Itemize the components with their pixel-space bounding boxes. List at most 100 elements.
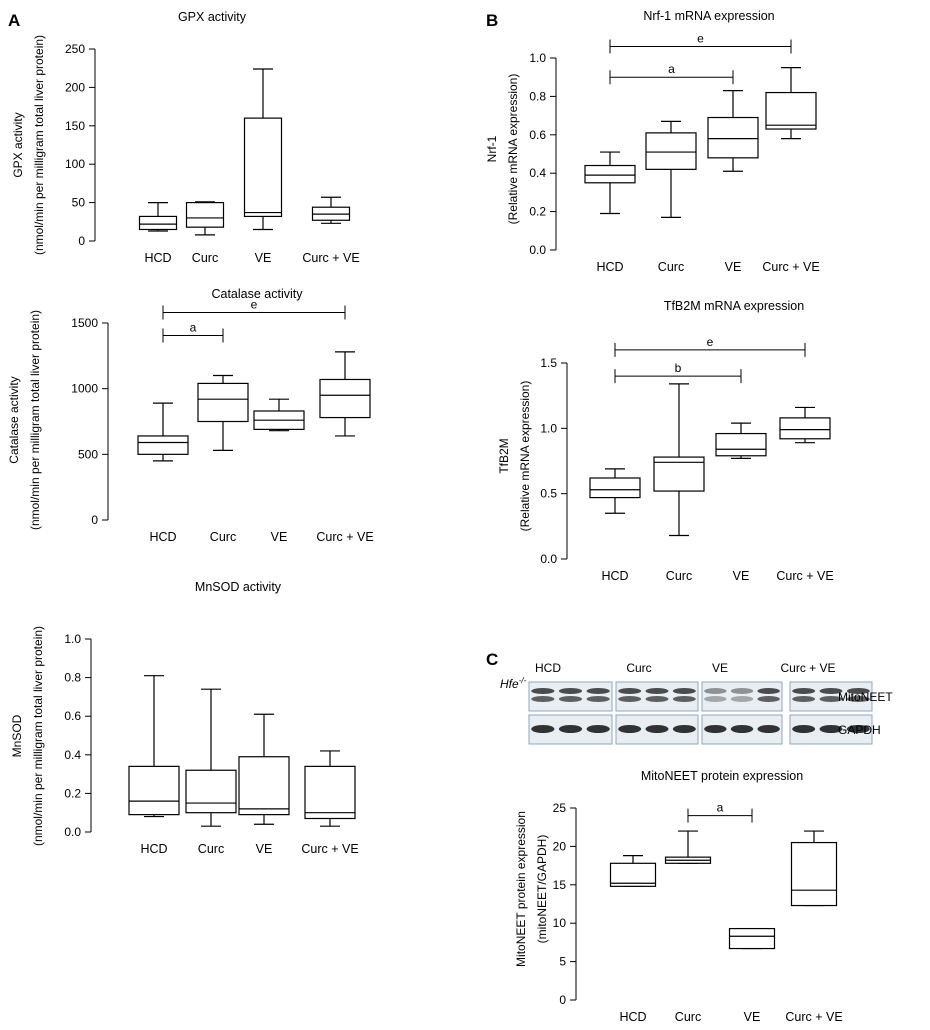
nrf1-y-axis-label: Nrf-1: [485, 135, 499, 162]
box-iqr: [137, 435, 189, 455]
nrf1-chart-title: Nrf-1 mRNA expression: [643, 9, 774, 23]
blot-lanes-0: [528, 681, 613, 745]
blot-group-3: Curc + VE: [780, 661, 835, 675]
gapdh-band-label: GAPDH: [838, 723, 881, 737]
tfb2m-box-3: [779, 406, 831, 444]
blot-group-label: Curc: [626, 661, 651, 675]
gapdh-band: [586, 725, 610, 733]
mitoneet-band-lower: [846, 696, 870, 702]
box-iqr: [304, 765, 356, 820]
gapdh-band: [645, 725, 669, 733]
mitoneet-band-upper: [704, 688, 727, 694]
mnsod-y-axis-label: MnSOD: [10, 714, 24, 757]
tfb2m-y-tick-label: 0.5: [540, 487, 557, 501]
mnsod-x-category-label: VE: [256, 842, 273, 856]
nrf1-y-tick-label: 0.6: [529, 128, 546, 142]
gapdh-band: [730, 725, 754, 733]
catalase-activity-chart: Catalase activity Catalase activity (nmol/…: [7, 287, 374, 544]
mitoneet-y-tick-label: 0: [559, 993, 566, 1007]
mitoneet-significance-bracket: a: [687, 801, 753, 823]
mitoneet-y-tick-label: 10: [553, 916, 567, 930]
mitoneet-y-tick-label: 15: [553, 878, 567, 892]
tfb2m-x-category-label: Curc + VE: [776, 569, 833, 583]
mitoneet-band-lower: [704, 696, 727, 702]
catalase-box-2: [253, 398, 305, 432]
catalase-box-0: [137, 402, 189, 462]
gapdh-band: [846, 725, 870, 733]
catalase-x-category-label: Curc: [210, 530, 236, 544]
nrf1-x-category-label: VE: [725, 260, 742, 274]
nrf1-box-0: [584, 151, 636, 215]
panel-label-b: B: [486, 11, 498, 30]
blot-group-2: VE: [712, 661, 728, 675]
box-iqr: [185, 769, 237, 814]
nrf1-box-3: [765, 66, 817, 140]
gpx-x-category-label: Curc + VE: [302, 251, 359, 265]
mitoneet-y-tick-label: 20: [553, 839, 567, 853]
box-iqr: [584, 164, 636, 184]
mnsod-y-tick-label: 0.2: [64, 786, 81, 800]
box-iqr: [197, 382, 249, 423]
tfb2m-mrna-chart: TfB2M mRNA expression TfB2M (Relative mRNA…: [497, 299, 834, 583]
tfb2m-chart-title: TfB2M mRNA expression: [664, 299, 804, 313]
significance-letter: b: [675, 361, 682, 375]
gpx-y-tick-label: 100: [65, 157, 85, 171]
catalase-box-1: [197, 374, 249, 451]
mnsod-y-axis-label: (nmol/min per milligram total liver prot…: [31, 626, 45, 846]
mitoneet-band-lower: [531, 696, 555, 702]
mnsod-y-tick-label: 1.0: [64, 632, 81, 646]
mitoneet-band-lower: [730, 696, 754, 702]
gpx-x-category-label: VE: [255, 251, 272, 265]
nrf1-box-2: [707, 90, 759, 172]
mnsod-box-1: [185, 688, 237, 827]
tfb2m-x-category-label: Curc: [666, 569, 692, 583]
box-iqr: [238, 756, 290, 816]
gapdh-band: [819, 725, 843, 733]
mnsod-x-category-label: Curc + VE: [301, 842, 358, 856]
catalase-significance-bracket: e: [162, 297, 346, 320]
nrf1-y-tick-label: 0.8: [529, 89, 546, 103]
nrf1-box-1: [645, 120, 697, 218]
box-iqr: [138, 215, 178, 231]
gapdh-band: [531, 725, 555, 733]
mitoneet-y-tick-label: 5: [559, 955, 566, 969]
gpx-box-2: [243, 68, 283, 231]
nrf1-significance-bracket: a: [609, 62, 734, 85]
box-iqr: [185, 202, 225, 228]
catalase-y-tick-label: 1000: [71, 382, 98, 396]
box-iqr: [728, 927, 776, 950]
mitoneet-x-category-label: Curc + VE: [785, 1010, 842, 1024]
gpx-x-category-label: Curc: [192, 251, 218, 265]
box-iqr: [609, 862, 657, 887]
nrf1-x-category-label: Curc: [658, 260, 684, 274]
mitoneet-y-axis-label: (mitoNEET/GAPDH): [535, 835, 549, 944]
blot-lanes-1: [615, 681, 699, 745]
mnsod-y-tick-label: 0.6: [64, 709, 81, 723]
significance-letter: a: [190, 320, 197, 334]
gapdh-band: [618, 725, 642, 733]
significance-letter: a: [717, 801, 724, 815]
mnsod-box-3: [304, 750, 356, 827]
gpx-y-axis-label: GPX activity: [11, 112, 25, 177]
blot-lanes-3: [789, 681, 873, 745]
mitoneet-x-category-label: Curc: [675, 1010, 701, 1024]
mitoneet-band-lower: [618, 696, 642, 702]
mitoneet-x-category-label: VE: [744, 1010, 761, 1024]
gpx-box-1: [185, 201, 225, 236]
significance-letter: e: [707, 335, 714, 349]
mitoneet-box-3: [790, 830, 838, 907]
tfb2m-significance-bracket: e: [614, 335, 806, 357]
gpx-y-tick-label: 50: [72, 196, 86, 210]
tfb2m-box-1: [653, 383, 705, 537]
tfb2m-y-tick-label: 1.0: [540, 421, 557, 435]
mitoneet-band-upper: [586, 688, 610, 694]
significance-letter: e: [697, 31, 704, 45]
catalase-y-axis-label: Catalase activity: [7, 376, 21, 463]
catalase-x-category-label: VE: [271, 530, 288, 544]
western-blot: Hfe-/- HCD Curc VE Curc + VE MitoNEET GAPDH: [500, 661, 893, 745]
mitoneet-band-upper: [618, 688, 642, 694]
mitoneet-band-upper: [819, 688, 843, 694]
tfb2m-y-tick-label: 1.5: [540, 356, 557, 370]
catalase-x-category-label: Curc + VE: [316, 530, 373, 544]
mitoneet-band-lower: [819, 696, 843, 702]
